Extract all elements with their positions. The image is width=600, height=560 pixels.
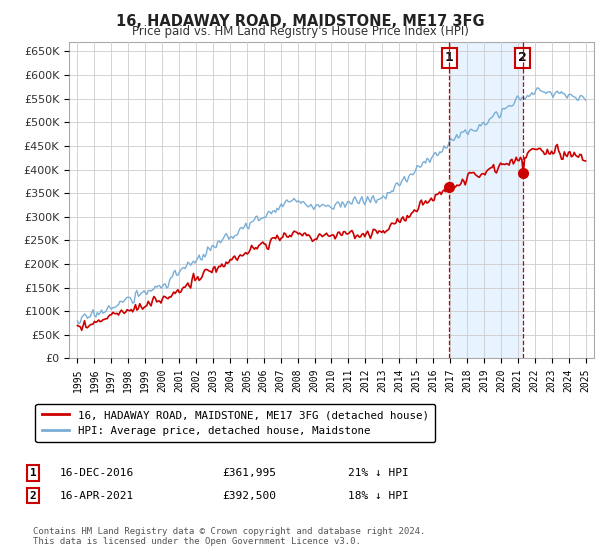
- Text: £392,500: £392,500: [222, 491, 276, 501]
- Text: 16-DEC-2016: 16-DEC-2016: [60, 468, 134, 478]
- Text: 18% ↓ HPI: 18% ↓ HPI: [348, 491, 409, 501]
- Bar: [449, 42, 523, 358]
- Text: £361,995: £361,995: [222, 468, 276, 478]
- Text: 1: 1: [29, 468, 37, 478]
- Text: Contains HM Land Registry data © Crown copyright and database right 2024.
This d: Contains HM Land Registry data © Crown c…: [33, 526, 425, 546]
- Text: 2: 2: [518, 52, 527, 64]
- Text: 2: 2: [29, 491, 37, 501]
- Text: 16, HADAWAY ROAD, MAIDSTONE, ME17 3FG: 16, HADAWAY ROAD, MAIDSTONE, ME17 3FG: [116, 14, 484, 29]
- Text: Price paid vs. HM Land Registry's House Price Index (HPI): Price paid vs. HM Land Registry's House …: [131, 25, 469, 38]
- Text: 1: 1: [445, 52, 454, 64]
- Text: 21% ↓ HPI: 21% ↓ HPI: [348, 468, 409, 478]
- Legend: 16, HADAWAY ROAD, MAIDSTONE, ME17 3FG (detached house), HPI: Average price, deta: 16, HADAWAY ROAD, MAIDSTONE, ME17 3FG (d…: [35, 404, 435, 442]
- Text: 16-APR-2021: 16-APR-2021: [60, 491, 134, 501]
